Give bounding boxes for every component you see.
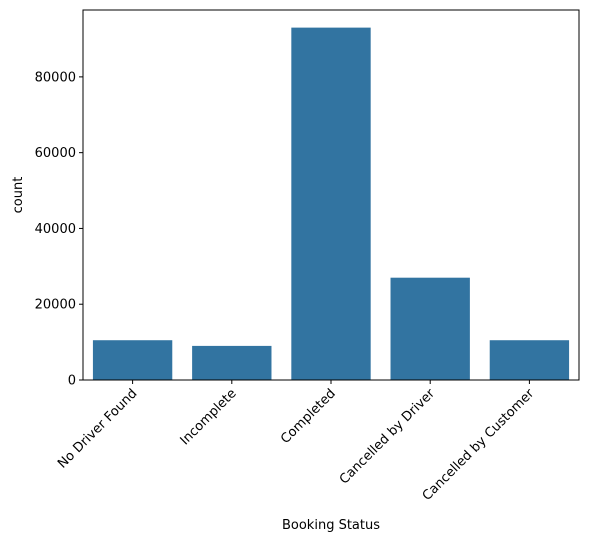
y-tick-label: 40000 [35, 222, 76, 237]
x-tick-label: Completed [278, 386, 339, 447]
y-axis-label: count [11, 177, 26, 214]
axes-frame [82, 9, 580, 381]
x-tick-label: Cancelled by Customer [420, 386, 538, 504]
bar [92, 340, 173, 380]
bars-group [92, 27, 570, 380]
bar [192, 345, 272, 380]
bar [489, 340, 570, 380]
x-tick-label: No Driver Found [55, 386, 140, 471]
x-tick-label: Incomplete [178, 386, 240, 448]
bar [390, 277, 470, 380]
x-axis-label: Booking Status [282, 518, 380, 533]
y-tick-label: 0 [68, 374, 76, 389]
x-tick-label: Cancelled by Driver [337, 386, 439, 488]
y-tick-label: 20000 [35, 298, 76, 313]
y-tick-label: 80000 [35, 70, 76, 85]
bar [291, 27, 371, 380]
y-ticks-group: 0 20000 40000 60000 80000 [35, 70, 83, 389]
x-ticks-group: No Driver Found Incomplete CompletedCancel… [55, 380, 538, 504]
y-tick-label: 60000 [35, 146, 76, 161]
